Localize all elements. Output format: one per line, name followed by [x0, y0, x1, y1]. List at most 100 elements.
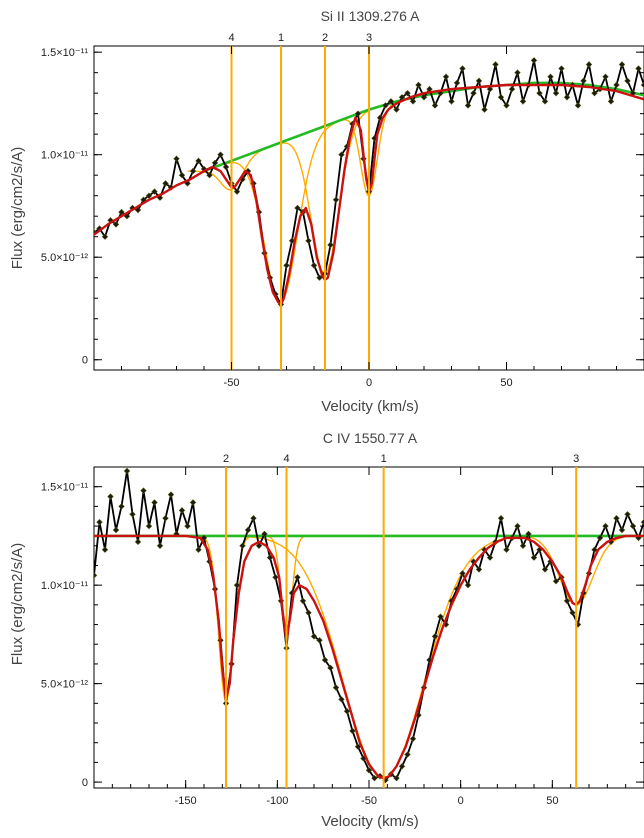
data-point — [409, 735, 417, 742]
data-point — [239, 542, 246, 549]
data-point — [613, 81, 620, 89]
x-tick-label: -100 — [266, 795, 288, 807]
data-point — [338, 696, 345, 703]
data-point — [189, 499, 197, 506]
data-point — [541, 98, 549, 105]
data-point — [624, 511, 631, 518]
data-point — [552, 578, 560, 585]
data-point — [316, 274, 323, 281]
data-point — [145, 522, 153, 530]
data-point — [233, 188, 241, 195]
data-point — [525, 530, 532, 538]
data-point — [167, 491, 175, 498]
data-point — [393, 774, 400, 782]
x-axis-label: Velocity (km/s) — [321, 398, 419, 415]
data-point — [343, 708, 351, 715]
data-point — [558, 65, 565, 72]
data-point — [475, 77, 483, 85]
data-point — [283, 262, 290, 269]
data-point — [547, 73, 554, 80]
data-point — [404, 89, 411, 97]
panel-title: C IV 1550.77 A — [323, 430, 418, 446]
data-point — [514, 522, 521, 530]
x-tick-label: 0 — [458, 795, 464, 807]
panel-title: Si II 1309.276 A — [321, 8, 421, 24]
data-point — [629, 522, 637, 530]
data-point — [140, 487, 147, 494]
data-point — [195, 546, 202, 553]
data-point — [602, 522, 609, 530]
data-point — [101, 546, 109, 553]
y-tick-label: 5.0×10⁻¹² — [41, 679, 88, 691]
data-point — [481, 106, 488, 113]
data-point — [635, 65, 642, 72]
data-point — [294, 204, 301, 212]
y-tick-label: 1.0×10⁻¹¹ — [41, 580, 88, 592]
x-tick-label: -150 — [175, 795, 197, 807]
data-point — [233, 581, 241, 589]
data-point — [618, 61, 626, 68]
data-point — [112, 221, 120, 228]
data-point — [354, 110, 362, 117]
data-point — [569, 609, 576, 616]
data-point — [305, 609, 312, 616]
data-point — [486, 85, 494, 93]
data-point — [272, 574, 279, 581]
data-point — [486, 554, 494, 561]
data-point — [640, 81, 644, 89]
data-point — [415, 81, 422, 89]
y-tick-label: 5.0×10⁻¹² — [41, 252, 88, 264]
data-point — [96, 518, 103, 526]
data-point — [503, 102, 510, 109]
y-tick-label: 1.0×10⁻¹¹ — [41, 150, 88, 162]
data-point — [327, 241, 334, 249]
data-point — [217, 151, 224, 158]
data-point — [189, 167, 197, 175]
data-point — [305, 237, 312, 244]
component-label: 4 — [228, 32, 234, 44]
data-point — [514, 69, 521, 76]
y-tick-label: 0 — [82, 777, 88, 789]
data-point — [574, 102, 582, 109]
data-point — [244, 526, 252, 534]
panel-c-iv: C IV 1550.77 A 2 4 1 3 -150 -100 -50 0 50 0 5.0×10… — [9, 430, 644, 830]
plot-frame — [93, 466, 644, 789]
plot-area: 2 4 1 3 -150 -100 -50 0 50 0 5.0×10⁻¹² 1.0×10⁻¹¹ 1.5… — [41, 453, 644, 807]
data-point — [365, 767, 373, 774]
data-point — [134, 538, 142, 546]
data-point — [497, 515, 505, 522]
data-point — [536, 89, 543, 97]
data-point — [420, 94, 428, 101]
data-point — [464, 581, 472, 589]
data-point — [398, 94, 406, 101]
data-point — [349, 727, 356, 735]
data-point — [112, 526, 120, 534]
data-point — [519, 98, 527, 105]
data-point — [382, 102, 389, 109]
x-axis-label: Velocity (km/s) — [321, 813, 419, 830]
data-point — [596, 534, 604, 542]
data-point — [398, 763, 406, 770]
data-point — [206, 172, 213, 179]
data-point — [118, 503, 125, 510]
data-point — [442, 73, 450, 80]
x-tick-label: 50 — [546, 795, 558, 807]
y-tick-label: 0 — [82, 355, 88, 367]
data-point — [591, 89, 598, 97]
clipped-content — [94, 467, 644, 784]
data-point — [332, 196, 340, 203]
data-point — [178, 507, 186, 514]
data-point — [310, 262, 318, 269]
data-point — [580, 77, 587, 85]
data-point — [299, 597, 307, 605]
data-point — [613, 515, 620, 522]
data-point — [602, 73, 609, 80]
x-tick-label: -50 — [361, 795, 377, 807]
data-point — [530, 57, 538, 64]
model-fit-line — [94, 534, 644, 780]
data-point — [173, 155, 180, 162]
component-label: 3 — [366, 32, 372, 44]
data-point — [371, 774, 378, 782]
data-point — [591, 546, 598, 553]
